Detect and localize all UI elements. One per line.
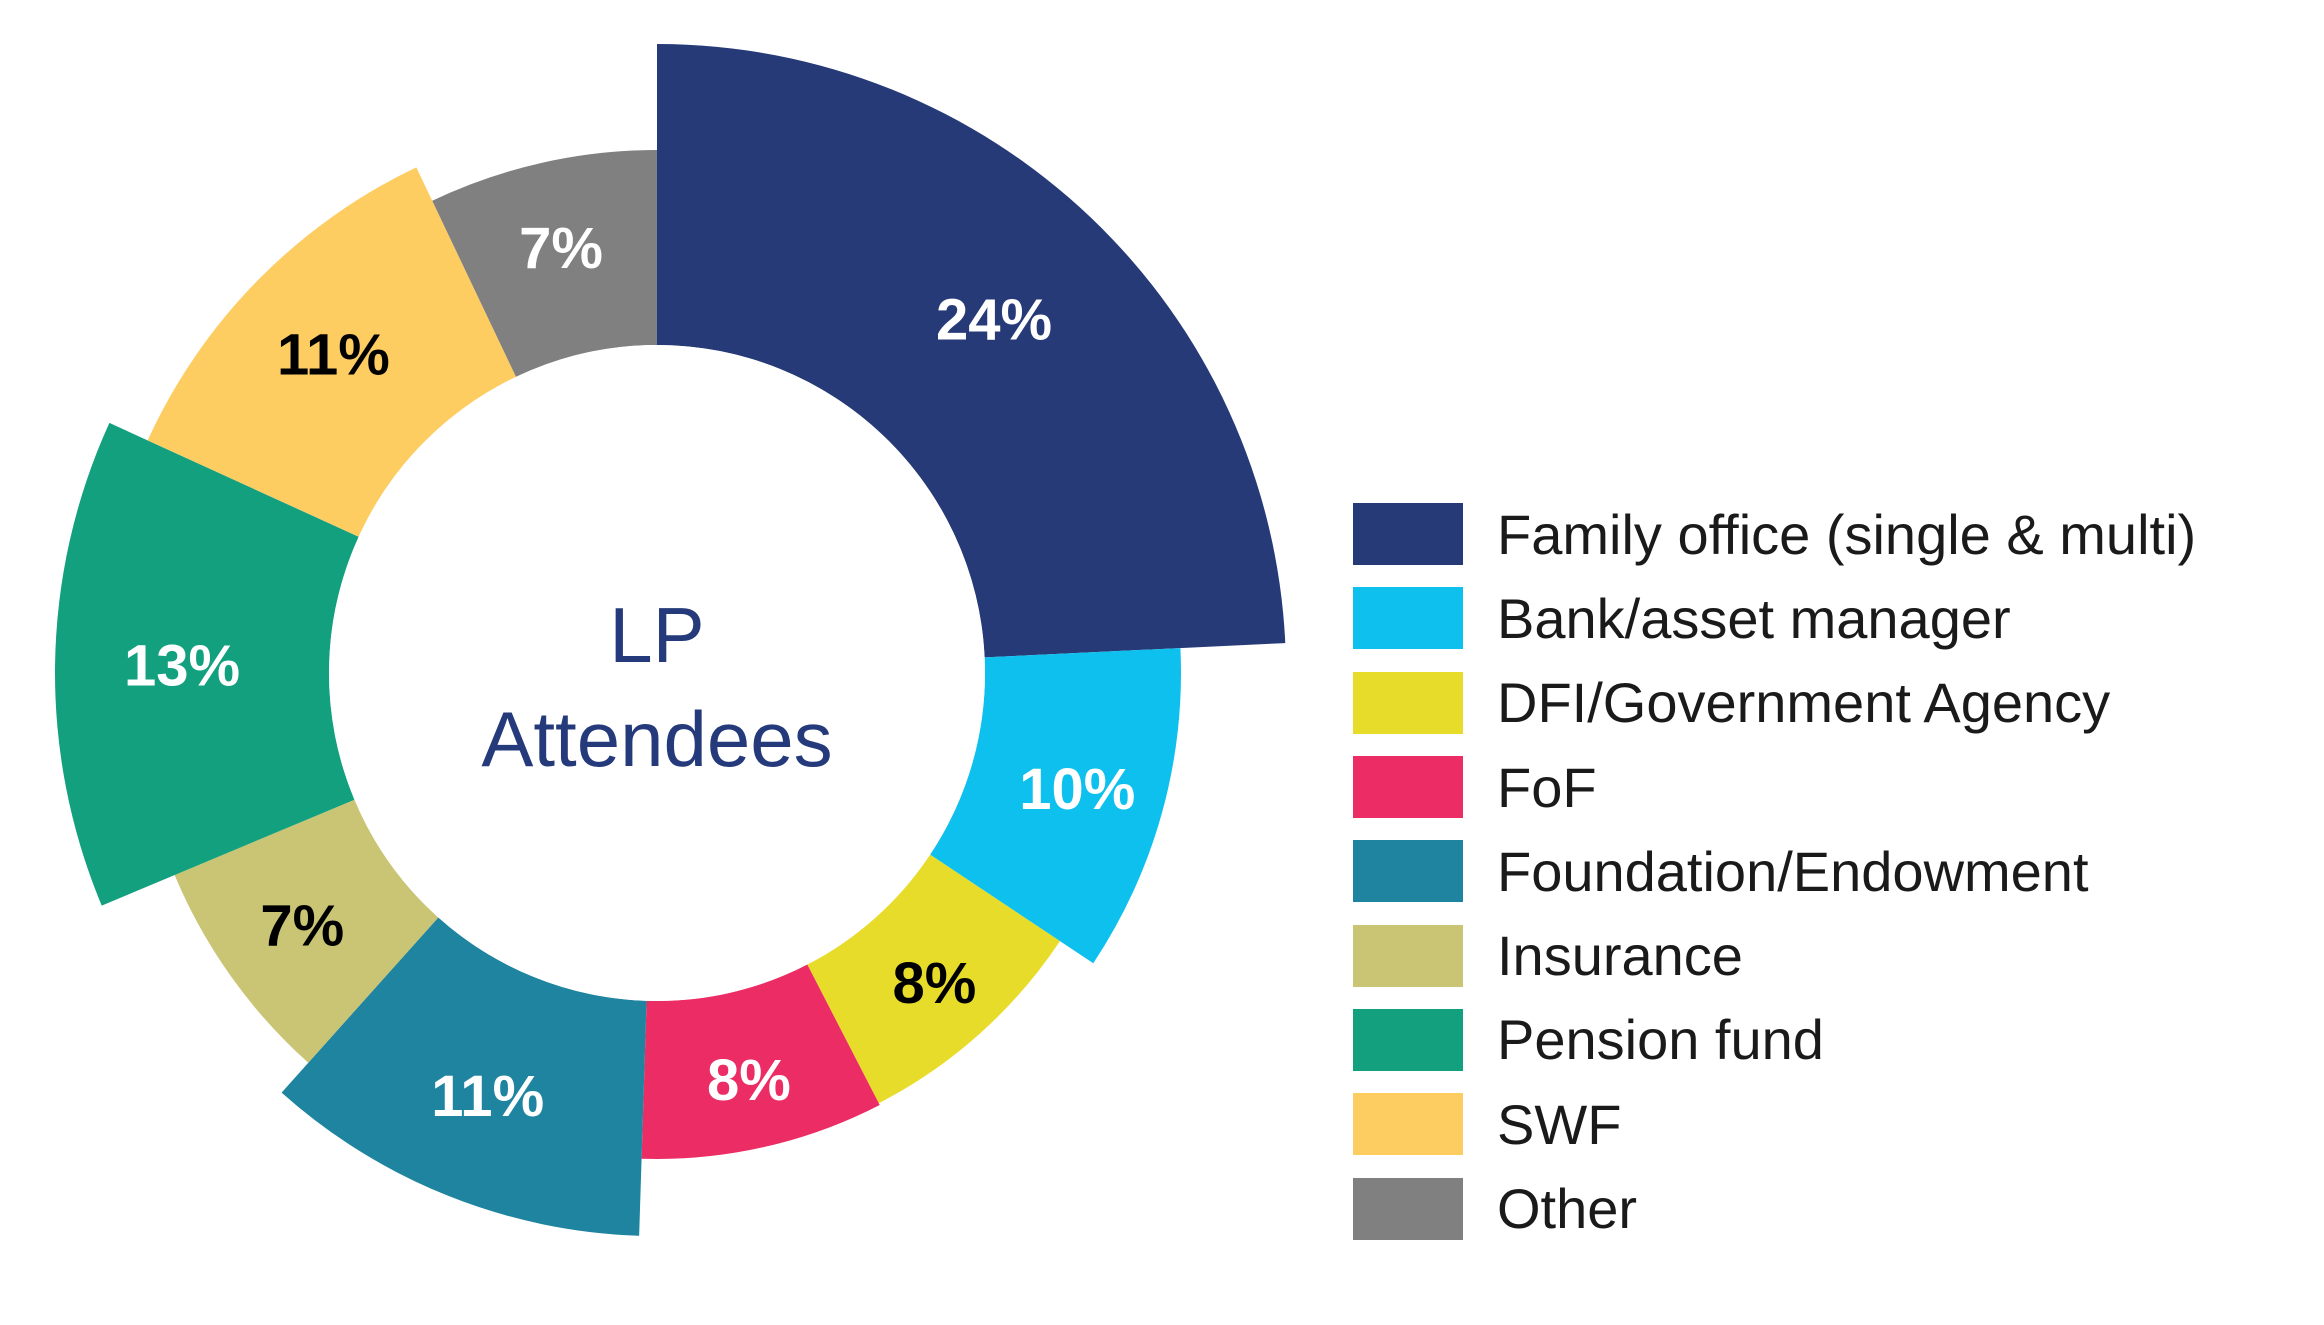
data-label: 11% bbox=[277, 323, 390, 388]
legend-label: Pension fund bbox=[1497, 1008, 1824, 1072]
legend-label: DFI/Government Agency bbox=[1497, 671, 2111, 735]
legend-swatch bbox=[1353, 503, 1463, 566]
slice-bank-asset-manager bbox=[930, 648, 1181, 964]
slice-dfi-government-agency bbox=[807, 854, 1060, 1104]
data-label: 8% bbox=[707, 1048, 791, 1113]
slice-insurance bbox=[174, 799, 439, 1063]
slice-pension-fund bbox=[54, 422, 359, 906]
legend-label: FoF bbox=[1497, 755, 1597, 819]
legend-label: Insurance bbox=[1497, 924, 1743, 988]
legend-swatch bbox=[1353, 1093, 1463, 1156]
data-label: 13% bbox=[124, 633, 240, 698]
legend-swatch bbox=[1353, 1177, 1463, 1240]
data-label: 24% bbox=[936, 287, 1052, 352]
data-label: 11% bbox=[431, 1064, 544, 1129]
legend-item: DFI/Government Agency bbox=[1353, 661, 2196, 745]
slice-other bbox=[432, 150, 657, 377]
legend-label: Other bbox=[1497, 1177, 1638, 1241]
legend-item: FoF bbox=[1353, 745, 2196, 829]
legend-item: Insurance bbox=[1353, 913, 2196, 997]
legend-swatch bbox=[1353, 1008, 1463, 1071]
legend-item: Bank/asset manager bbox=[1353, 576, 2196, 660]
data-label: 7% bbox=[519, 216, 603, 281]
legend: Family office (single & multi) Bank/asset… bbox=[1353, 492, 2196, 1251]
data-label: 7% bbox=[260, 894, 344, 959]
slice-swf bbox=[147, 167, 517, 537]
legend-swatch bbox=[1353, 587, 1463, 650]
data-label: 10% bbox=[1019, 757, 1135, 822]
legend-label: Bank/asset manager bbox=[1497, 586, 2011, 650]
data-label: 8% bbox=[892, 951, 976, 1016]
legend-label: SWF bbox=[1497, 1092, 1622, 1156]
legend-swatch bbox=[1353, 671, 1463, 734]
slice-fof bbox=[641, 964, 880, 1159]
donut-chart: LP Attendees 24% 10% 8% 8% 11% 7% 13% 11% 7% bbox=[54, 44, 1286, 1236]
legend-item: Pension fund bbox=[1353, 998, 2196, 1082]
center-title-line-2: Attendees bbox=[481, 695, 832, 783]
legend-label: Family office (single & multi) bbox=[1497, 502, 2197, 566]
legend-item: SWF bbox=[1353, 1082, 2196, 1166]
center-title-line-1: LP bbox=[609, 591, 704, 679]
legend-item: Foundation/Endowment bbox=[1353, 829, 2196, 913]
donut-hole bbox=[329, 345, 985, 1001]
legend-swatch bbox=[1353, 840, 1463, 903]
legend-item: Other bbox=[1353, 1166, 2196, 1250]
slice-foundation-endowment bbox=[281, 917, 647, 1236]
legend-swatch bbox=[1353, 924, 1463, 987]
legend-swatch bbox=[1353, 756, 1463, 819]
slice-family-office-single-multi- bbox=[657, 44, 1286, 658]
legend-label: Foundation/Endowment bbox=[1497, 839, 2089, 903]
legend-item: Family office (single & multi) bbox=[1353, 492, 2196, 576]
